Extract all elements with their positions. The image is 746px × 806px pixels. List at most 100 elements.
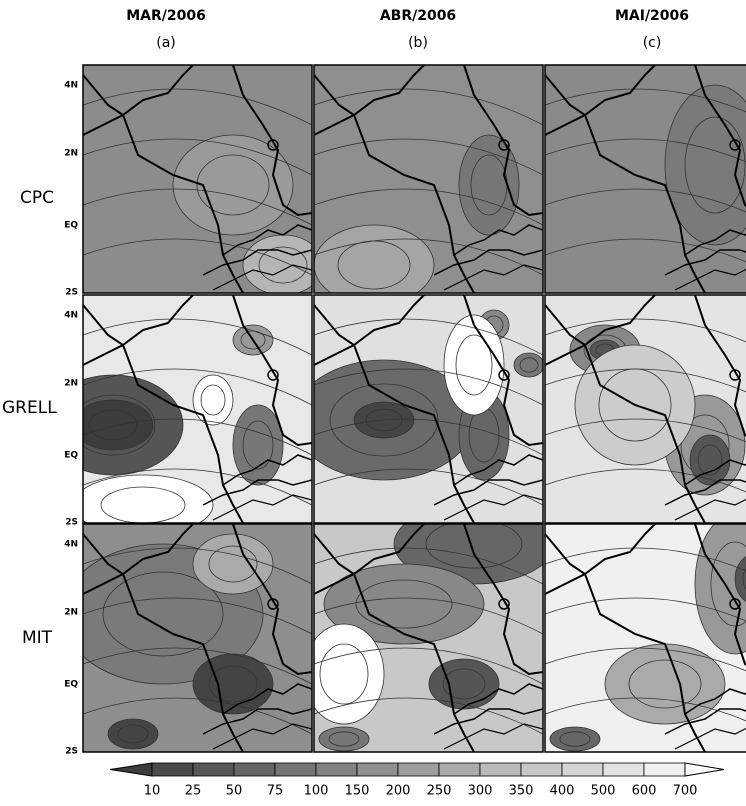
contour-region <box>318 726 370 752</box>
colorbar-box <box>561 762 604 777</box>
colorbar-box <box>438 762 481 777</box>
contour-line <box>100 486 186 523</box>
latitude-label: 2N <box>64 608 78 618</box>
column-title: MAI/2006 <box>615 8 689 24</box>
contour-line <box>314 188 543 226</box>
contour-line <box>314 318 543 356</box>
panel-frame <box>313 523 544 753</box>
contour-region <box>513 352 543 378</box>
contour-region <box>192 653 274 715</box>
map-fill <box>314 295 543 523</box>
contour-line <box>314 597 543 635</box>
contour-line <box>425 524 523 569</box>
contour-line <box>442 668 486 700</box>
contour-line <box>102 571 224 657</box>
colorbar-label: 300 <box>468 784 493 799</box>
panel-frame <box>313 294 544 524</box>
contour-line <box>314 647 543 685</box>
contour-line <box>314 547 543 585</box>
contour-line <box>355 579 453 629</box>
contour-region <box>83 399 154 451</box>
latitude-label: 2S <box>65 747 78 757</box>
contour-line <box>83 368 312 406</box>
contour-line <box>258 246 308 284</box>
map-fill <box>314 524 543 752</box>
contour-line <box>545 318 746 343</box>
contour-line <box>83 418 312 456</box>
contour-line <box>545 238 746 263</box>
colorbar-label: 600 <box>632 784 657 799</box>
contour-region <box>192 374 234 426</box>
colorbar-box <box>520 762 563 777</box>
contour-line <box>242 420 274 470</box>
contour-region <box>172 134 294 236</box>
latitude-label: 4N <box>64 540 78 550</box>
colorbar-box <box>274 762 317 777</box>
contour-line <box>329 383 439 457</box>
contour-line <box>83 597 312 635</box>
map-fill <box>545 295 746 523</box>
contour-line <box>83 318 312 356</box>
contour-line <box>742 568 746 590</box>
colorbar-box <box>315 762 358 777</box>
contour-line <box>117 724 149 744</box>
contour-line <box>83 647 312 685</box>
contour-region <box>242 234 312 293</box>
contour-line <box>83 468 312 506</box>
latitude-label: EQ <box>64 451 78 461</box>
latitude-label: 4N <box>64 311 78 321</box>
contour-line <box>83 394 156 456</box>
contour-region <box>323 563 485 645</box>
colorbar-arrow-right <box>684 762 725 777</box>
map-fill <box>314 65 543 293</box>
latitude-label: EQ <box>64 680 78 690</box>
contour-region <box>443 314 505 416</box>
latitude-label: 4N <box>64 81 78 91</box>
latitude-label: EQ <box>64 221 78 231</box>
latitude-label: 2S <box>65 288 78 298</box>
contour-line <box>83 138 312 176</box>
contour-line <box>83 238 312 276</box>
contour-line <box>519 357 539 373</box>
contour-region <box>192 533 274 595</box>
colorbar-box <box>479 762 522 777</box>
contour-line <box>545 88 746 113</box>
map-fill <box>83 295 312 523</box>
contour-line <box>628 659 702 709</box>
contour-line <box>545 138 746 163</box>
contour-line <box>83 188 312 226</box>
map-fill <box>545 524 746 752</box>
row-label: GRELL <box>2 398 57 418</box>
contour-line <box>559 731 591 747</box>
contour-line <box>83 88 312 126</box>
contour-region <box>83 474 214 523</box>
colorbar-label: 50 <box>226 784 243 799</box>
colorbar-box <box>151 762 194 777</box>
contour-line <box>314 418 543 456</box>
colorbar-box <box>356 762 399 777</box>
panel-frame <box>544 64 746 294</box>
contour-line <box>684 116 746 214</box>
map-panel <box>82 294 313 524</box>
column-title: ABR/2006 <box>380 8 456 24</box>
contour-region <box>458 134 520 236</box>
map-panel <box>313 523 544 753</box>
contour-line <box>545 597 746 622</box>
panel-frame <box>82 523 313 753</box>
contour-line <box>208 665 258 703</box>
column-label: (b) <box>408 35 428 51</box>
contour-line <box>545 468 746 493</box>
contour-line <box>545 547 746 572</box>
contour-line <box>545 697 746 722</box>
contour-line <box>710 541 746 627</box>
panel-frame <box>313 64 544 294</box>
colorbar-box <box>192 762 235 777</box>
map-panel <box>82 523 313 753</box>
row-label: CPC <box>20 188 54 208</box>
contour-line <box>697 444 723 476</box>
contour-line <box>208 545 258 583</box>
contour-line <box>83 697 312 735</box>
contour-region <box>314 224 435 293</box>
colorbar-label: 350 <box>509 784 534 799</box>
